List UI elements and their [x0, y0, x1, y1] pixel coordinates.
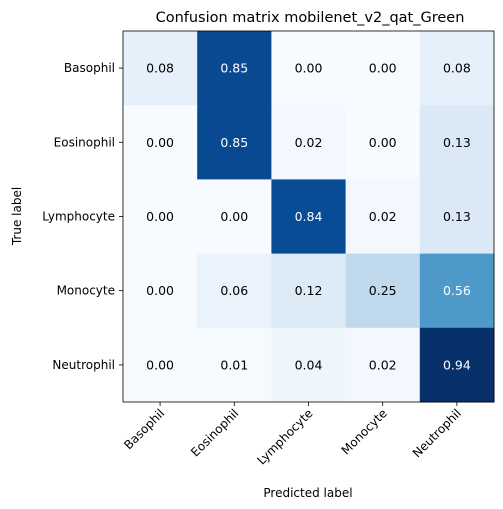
cell-value-label: 0.08: [146, 61, 174, 76]
heatmap-cell: [197, 105, 272, 180]
cell-value-label: 0.08: [443, 61, 471, 76]
cell-value-label: 0.00: [295, 61, 323, 76]
cell-value-label: 0.84: [295, 209, 323, 224]
y-tick-label: Lymphocyte: [42, 210, 115, 224]
heatmap-cell: [419, 179, 495, 255]
heatmap-cell: [197, 31, 272, 106]
cell-value-label: 0.85: [220, 61, 248, 76]
heatmap-cells: 0.08 0.85 0.00 0.00 0.08 0.00 0.85 0.02 0.00 0.13…: [123, 31, 495, 403]
chart-title: Confusion matrix mobilenet_v2_qat_Green: [156, 10, 465, 26]
cell-value-label: 0.56: [443, 283, 471, 298]
cell-value-label: 0.00: [369, 61, 397, 76]
cell-value-label: 0.13: [443, 209, 471, 224]
cell-value-label: 0.02: [369, 209, 397, 224]
y-tick-label: Eosinophil: [54, 135, 115, 149]
cell-value-label: 0.02: [369, 357, 397, 372]
cell-value-label: 0.00: [146, 209, 174, 224]
cell-value-label: 0.00: [369, 135, 397, 150]
heatmap-cell: [345, 31, 421, 106]
y-axis-label: True label: [10, 187, 24, 246]
cell-value-label: 0.00: [146, 357, 174, 372]
y-tick-label: Monocyte: [57, 284, 115, 298]
heatmap-cell: [419, 327, 495, 403]
heatmap-cell: [123, 253, 198, 329]
heatmap-cell: [123, 179, 198, 255]
cell-value-label: 0.06: [220, 283, 248, 298]
heatmap-cell: [271, 327, 347, 403]
x-axis-label: Predicted label: [263, 486, 352, 500]
x-tick-label: Eosinophil: [188, 406, 241, 459]
heatmap-cell: [271, 31, 347, 106]
cell-value-label: 0.02: [295, 135, 323, 150]
x-tick-label: Lymphocyte: [254, 406, 315, 467]
heatmap-cell: [419, 31, 495, 106]
heatmap-cell: [419, 105, 495, 180]
cell-value-label: 0.13: [443, 135, 471, 150]
y-tick-label: Basophil: [64, 61, 115, 75]
heatmap-cell: [345, 179, 421, 255]
heatmap-cell: [197, 327, 272, 403]
y-axis-ticks: Basophil Eosinophil Lymphocyte Monocyte Neut…: [42, 61, 123, 372]
heatmap-cell: [197, 253, 272, 329]
cell-value-label: 0.85: [220, 135, 248, 150]
heatmap-cell: [271, 105, 347, 180]
heatmap-cell: [123, 31, 198, 106]
cell-value-label: 0.25: [369, 283, 397, 298]
cell-value-label: 0.00: [220, 209, 248, 224]
x-axis-ticks: Basophil Eosinophil Lymphocyte Monocyte Neut…: [121, 402, 464, 468]
heatmap-cell: [271, 253, 347, 329]
cell-value-label: 0.00: [146, 283, 174, 298]
cell-value-label: 0.12: [295, 283, 323, 298]
heatmap-cell: [419, 253, 495, 329]
cell-value-label: 0.04: [295, 357, 323, 372]
x-tick-label: Basophil: [121, 406, 167, 452]
heatmap-cell: [345, 105, 421, 180]
cell-value-label: 0.00: [146, 135, 174, 150]
y-tick-label: Neutrophil: [52, 358, 115, 372]
cell-value-label: 0.01: [220, 357, 248, 372]
heatmap-cell: [345, 327, 421, 403]
x-tick-label: Neutrophil: [410, 406, 464, 460]
heatmap-cell: [271, 179, 347, 255]
heatmap-cell: [123, 105, 198, 180]
cell-value-label: 0.94: [443, 357, 471, 372]
x-tick-label: Monocyte: [339, 406, 390, 457]
heatmap-cell: [345, 253, 421, 329]
heatmap-cell: [123, 327, 198, 403]
heatmap-cell: [197, 179, 272, 255]
